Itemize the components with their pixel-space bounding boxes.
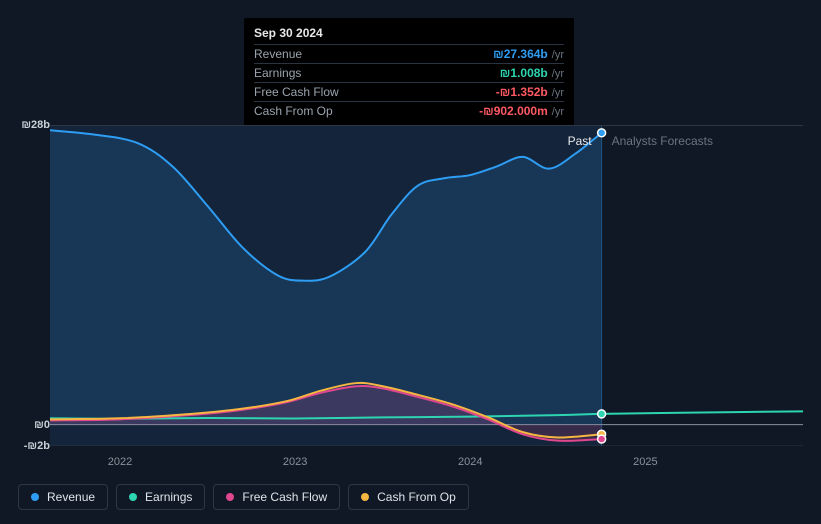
legend-item-earnings[interactable]: Earnings <box>116 484 205 510</box>
tooltip-row-value: ₪1.008b/yr <box>500 66 564 80</box>
chart-plot[interactable]: Past Analysts Forecasts <box>50 125 803 446</box>
x-axis-label: 2023 <box>283 456 307 468</box>
legend-label: Free Cash Flow <box>242 490 327 504</box>
tooltip-row-value: -₪1.352b/yr <box>496 85 564 99</box>
tooltip-row-label: Cash From Op <box>254 104 333 118</box>
tooltip-row: Free Cash Flow -₪1.352b/yr <box>254 82 564 101</box>
chart-tooltip: Sep 30 2024 Revenue ₪27.364b/yr Earnings ₪1… <box>244 18 574 128</box>
legend-dot <box>226 493 234 501</box>
financials-chart: Past Analysts Forecasts ₪28b₪0-₪2b202220… <box>18 125 803 446</box>
chart-legend: Revenue Earnings Free Cash Flow Cash From O… <box>18 484 469 510</box>
legend-item-revenue[interactable]: Revenue <box>18 484 108 510</box>
tooltip-row-value: ₪27.364b/yr <box>493 47 564 61</box>
legend-label: Cash From Op <box>377 490 456 504</box>
legend-item-fcf[interactable]: Free Cash Flow <box>213 484 340 510</box>
legend-label: Earnings <box>145 490 192 504</box>
tooltip-row: Revenue ₪27.364b/yr <box>254 44 564 63</box>
tooltip-row: Cash From Op -₪902.000m/yr <box>254 101 564 120</box>
legend-dot <box>361 493 369 501</box>
forecast-label: Analysts Forecasts <box>612 134 713 148</box>
x-axis-label: 2025 <box>633 456 657 468</box>
legend-item-cfo[interactable]: Cash From Op <box>348 484 469 510</box>
tooltip-row-label: Revenue <box>254 47 302 61</box>
past-label: Past <box>568 134 592 148</box>
chart-svg <box>50 126 803 446</box>
tooltip-row-value: -₪902.000m/yr <box>479 104 564 118</box>
y-axis-label: ₪0 <box>34 419 50 431</box>
tooltip-row-label: Free Cash Flow <box>254 85 339 99</box>
x-axis-label: 2024 <box>458 456 482 468</box>
x-axis-label: 2022 <box>108 456 132 468</box>
y-axis-label: -₪2b <box>24 440 50 452</box>
tooltip-rows: Revenue ₪27.364b/yr Earnings ₪1.008b/yr Free… <box>254 44 564 120</box>
legend-label: Revenue <box>47 490 95 504</box>
y-axis-label: ₪28b <box>21 119 50 131</box>
tooltip-row-label: Earnings <box>254 66 301 80</box>
legend-dot <box>31 493 39 501</box>
tooltip-row: Earnings ₪1.008b/yr <box>254 63 564 82</box>
tooltip-date: Sep 30 2024 <box>254 26 564 40</box>
legend-dot <box>129 493 137 501</box>
